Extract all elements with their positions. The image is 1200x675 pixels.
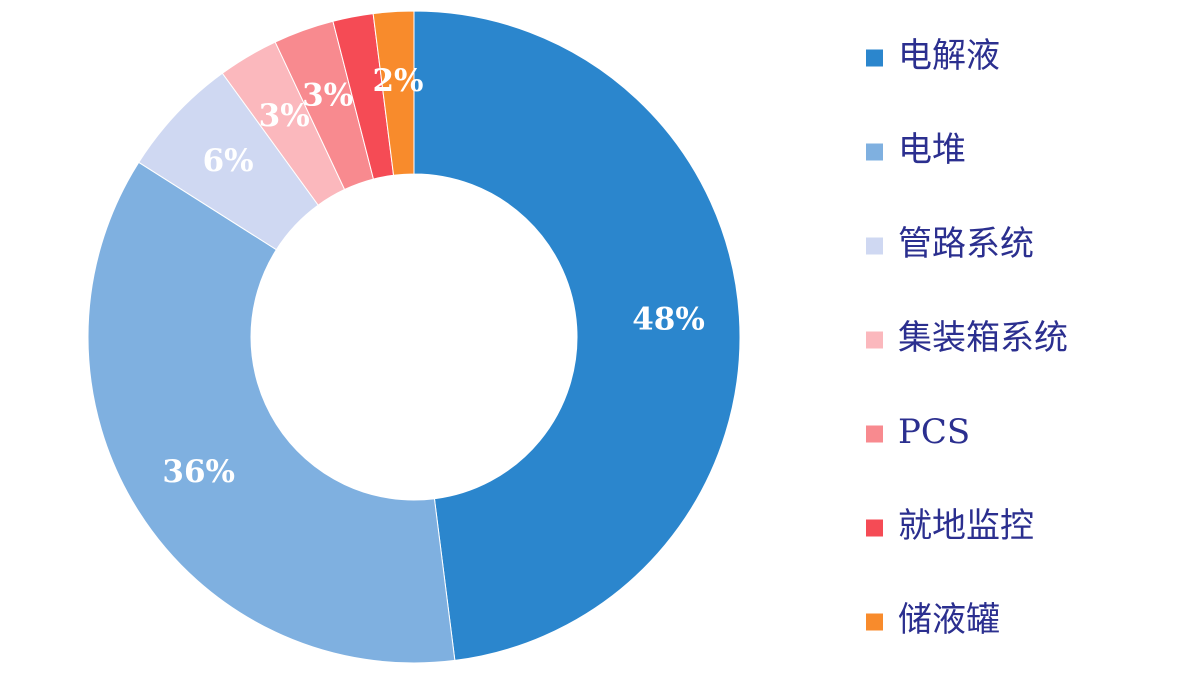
slice-label-1: 48% [632, 301, 705, 337]
legend-swatch-7 [866, 613, 883, 631]
donut-slices [87, 10, 741, 664]
legend-swatch-3 [866, 237, 883, 255]
slice-1 [413, 10, 741, 661]
legend-item-6: 就地监控 [866, 506, 1034, 546]
legend-swatch-2 [866, 143, 883, 161]
legend-swatch-4 [866, 331, 883, 349]
legend-swatch-6 [866, 519, 883, 537]
legend-item-4: 集装箱系统 [866, 318, 1068, 358]
legend-swatch-5 [866, 425, 883, 443]
slice-label-3: 6% [203, 143, 254, 179]
legend-label-7: 储液罐 [898, 600, 1000, 640]
slice-2 [87, 161, 456, 664]
legend-item-1: 电解液 [866, 36, 1000, 76]
legend-label-6: 就地监控 [898, 506, 1034, 546]
slice-label-4: 3% [259, 98, 310, 134]
legend-item-7: 储液罐 [866, 600, 1000, 640]
legend-swatch-1 [866, 49, 883, 67]
legend-label-1: 电解液 [898, 36, 1000, 76]
legend-item-5: PCS [866, 412, 970, 452]
slice-label-7: 2% [372, 63, 423, 99]
slice-labels: 48%36%6%3%3% 2% [162, 63, 704, 490]
legend-item-3: 管路系统 [866, 224, 1034, 264]
slice-label-2: 36% [162, 454, 235, 490]
slice-7 [372, 10, 415, 176]
legend-label-4: 集装箱系统 [898, 318, 1068, 358]
legend-label-2: 电堆 [898, 130, 966, 170]
legend-label-5: PCS [898, 412, 970, 452]
slice-label-5: 3% [302, 78, 353, 114]
legend-label-3: 管路系统 [898, 224, 1034, 264]
legend-item-2: 电堆 [866, 130, 966, 170]
